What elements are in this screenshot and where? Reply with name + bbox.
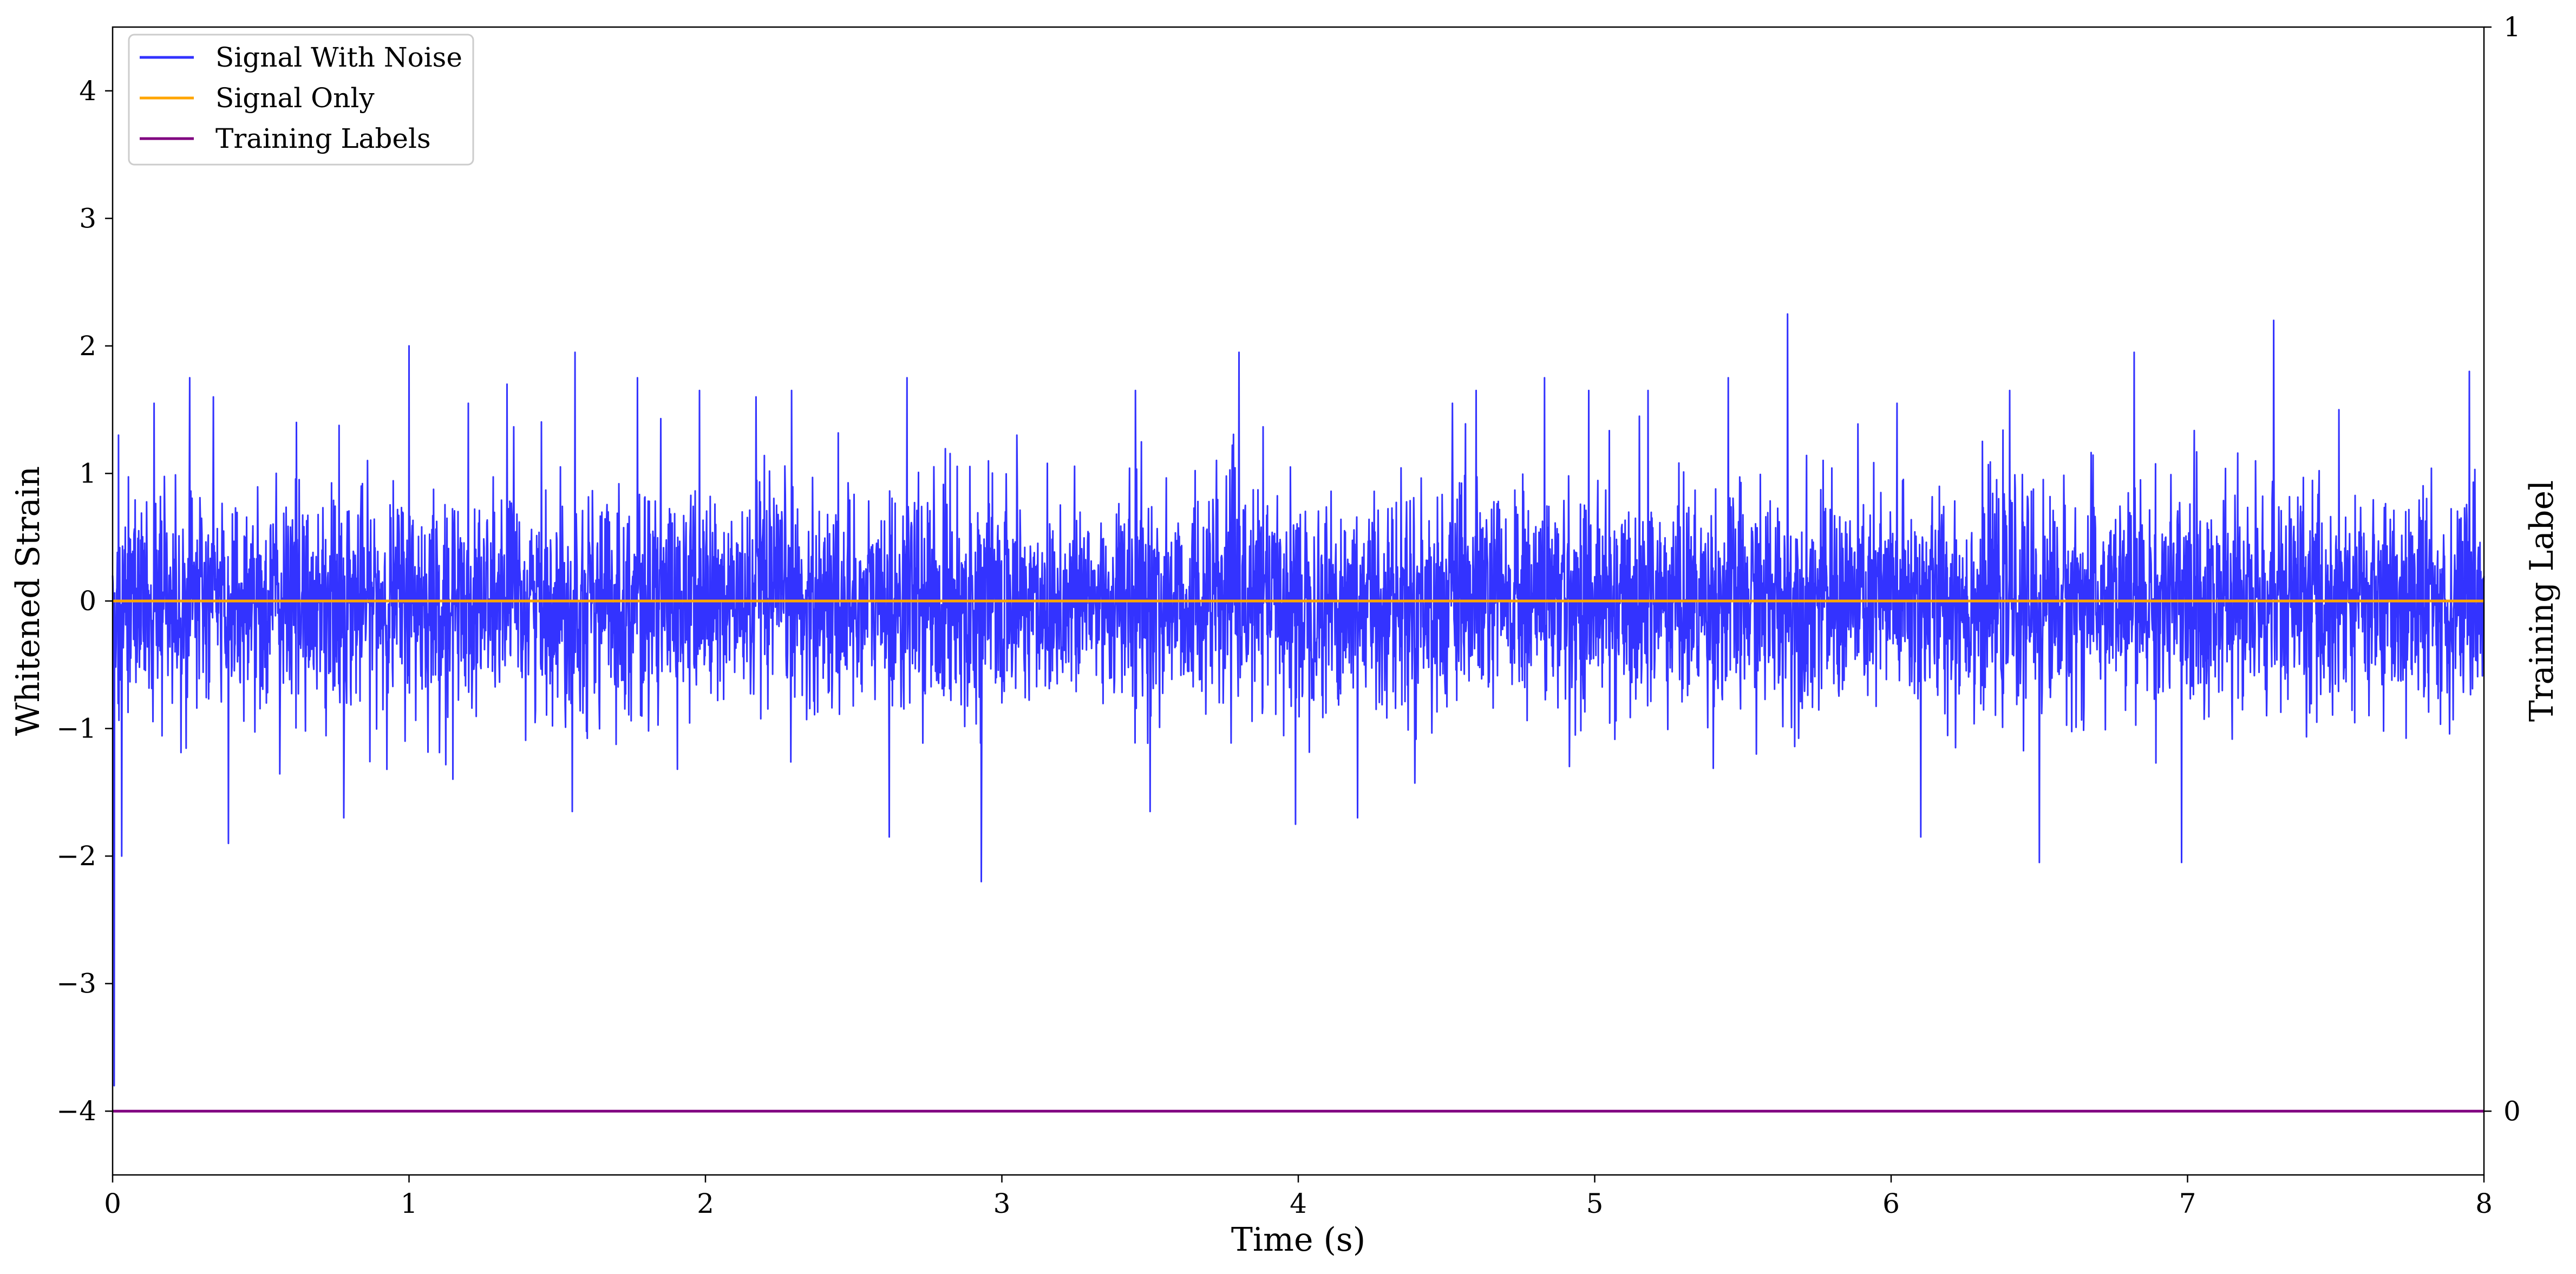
y-axis-right-label: Training Label [2523, 480, 2561, 722]
x-tick-label: 3 [993, 1188, 1011, 1219]
y-tick-label: −4 [56, 1095, 96, 1127]
y-right-tick-label: 0 [2503, 1095, 2521, 1127]
y-tick-label: 0 [79, 585, 96, 617]
x-tick-label: 8 [2475, 1188, 2493, 1219]
legend-label: Signal With Noise [215, 42, 462, 73]
y-axis-right: 01 [2484, 11, 2521, 1127]
y-tick-label: −1 [56, 713, 96, 744]
x-tick-label: 0 [104, 1188, 121, 1219]
signal-with-noise-line [112, 313, 2485, 1087]
y-right-tick-label: 1 [2503, 11, 2521, 43]
legend-label: Training Labels [215, 123, 431, 154]
y-axis-label: Whitened Strain [9, 466, 47, 736]
x-axis: 0 1 2 3 4 5 6 7 8 [104, 1175, 2493, 1219]
legend: Signal With Noise Signal Only Training Lab… [128, 34, 474, 166]
legend-box [128, 34, 474, 166]
y-axis-left: −4 −3 −2 −1 0 1 2 3 4 [56, 75, 113, 1127]
x-axis-label: Time (s) [1231, 1221, 1365, 1259]
y-tick-label: 2 [79, 330, 96, 362]
y-tick-label: 1 [79, 458, 96, 489]
x-tick-label: 5 [1586, 1188, 1604, 1219]
y-tick-label: −3 [56, 968, 96, 999]
legend-label: Signal Only [215, 82, 375, 114]
x-tick-label: 6 [1882, 1188, 1900, 1219]
series-signal-with-noise [112, 313, 2485, 1087]
x-tick-label: 1 [401, 1188, 418, 1219]
y-tick-label: 3 [79, 202, 96, 234]
x-tick-label: 2 [697, 1188, 714, 1219]
x-tick-label: 4 [1290, 1188, 1307, 1219]
y-tick-label: −2 [56, 840, 96, 872]
x-tick-label: 7 [2179, 1188, 2196, 1219]
y-tick-label: 4 [79, 75, 96, 107]
